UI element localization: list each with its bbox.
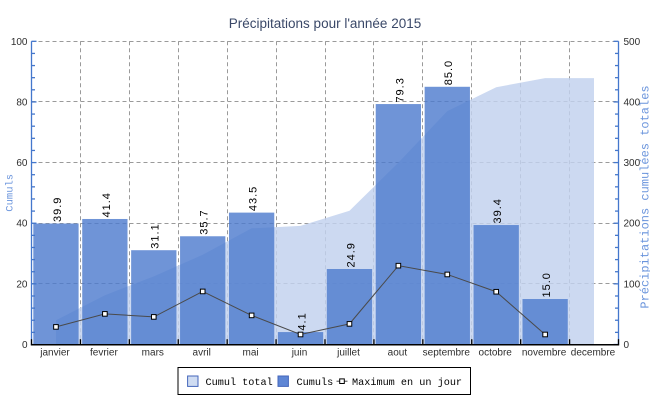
- svg-text:35.7: 35.7: [199, 209, 211, 234]
- svg-text:0: 0: [22, 340, 28, 351]
- svg-text:janvier: janvier: [39, 348, 70, 359]
- svg-text:300: 300: [624, 158, 641, 169]
- svg-text:juillet: juillet: [336, 348, 360, 359]
- svg-text:fevrier: fevrier: [90, 348, 118, 359]
- svg-text:39.4: 39.4: [492, 198, 504, 223]
- svg-text:100: 100: [624, 279, 641, 290]
- svg-text:400: 400: [624, 97, 641, 108]
- svg-text:60: 60: [16, 158, 28, 169]
- svg-text:decembre: decembre: [571, 348, 616, 359]
- svg-text:Cumuls: Cumuls: [297, 377, 334, 389]
- svg-text:septembre: septembre: [423, 348, 471, 359]
- svg-text:mars: mars: [142, 348, 164, 359]
- svg-text:39.9: 39.9: [52, 197, 64, 222]
- svg-text:31.1: 31.1: [150, 223, 162, 248]
- svg-text:Cumul total: Cumul total: [206, 377, 273, 389]
- svg-text:aout: aout: [388, 348, 408, 359]
- svg-text:juin: juin: [291, 348, 308, 359]
- svg-text:Cumuls: Cumuls: [5, 174, 17, 212]
- svg-text:85.0: 85.0: [443, 60, 455, 85]
- svg-text:mai: mai: [243, 348, 259, 359]
- svg-text:24.9: 24.9: [345, 242, 357, 267]
- svg-text:novembre: novembre: [522, 348, 567, 359]
- svg-text:Maximum en un jour: Maximum en un jour: [352, 377, 462, 389]
- svg-text:0: 0: [624, 340, 630, 351]
- svg-text:80: 80: [16, 97, 28, 108]
- svg-text:Précipitations cumulées totale: Précipitations cumulées totales: [638, 85, 650, 308]
- svg-text:40: 40: [16, 219, 28, 230]
- svg-text:500: 500: [624, 37, 641, 48]
- svg-text:41.4: 41.4: [101, 192, 113, 217]
- svg-text:15.0: 15.0: [541, 272, 553, 297]
- svg-text:octobre: octobre: [479, 348, 513, 359]
- svg-text:43.5: 43.5: [248, 186, 260, 211]
- svg-text:Précipitations pour l'année 20: Précipitations pour l'année 2015: [229, 16, 421, 31]
- svg-text:100: 100: [11, 37, 28, 48]
- svg-text:79.3: 79.3: [394, 77, 406, 102]
- svg-text:avril: avril: [193, 348, 211, 359]
- svg-text:4.1: 4.1: [296, 312, 308, 330]
- svg-text:200: 200: [624, 219, 641, 230]
- svg-text:20: 20: [16, 279, 28, 290]
